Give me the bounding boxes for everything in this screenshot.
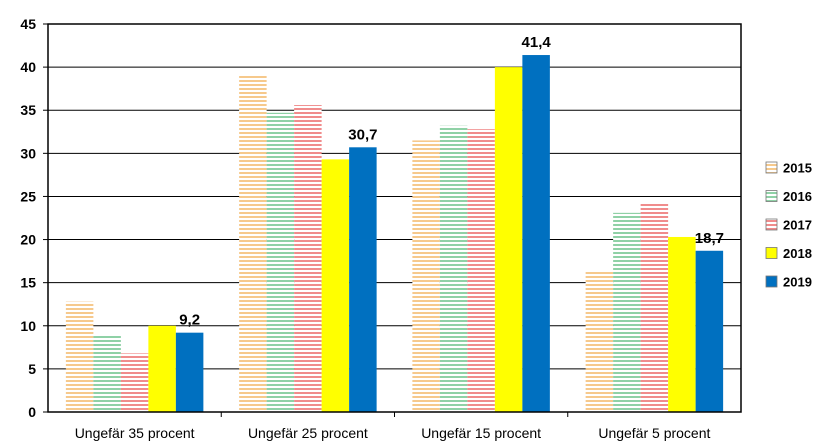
plot-area-border [47,23,742,413]
x-category-label: Ungefär 5 procent [598,425,710,441]
bar-2019-4 [695,250,724,412]
bar-2018-2 [321,159,350,412]
y-tick-label: 25 [20,188,36,204]
y-tick-label: 45 [20,16,36,32]
data-labels: 9,2 30,7 41,4 18,7 [179,34,724,329]
legend-label-2016: 2016 [783,189,812,204]
x-category-label: Ungefär 35 procent [75,425,195,441]
legend-swatch-2017 [765,218,778,231]
y-tick-label: 15 [20,275,36,291]
bar-2017-4 [640,203,669,412]
bar-2015-4 [585,271,614,412]
legend-label-2015: 2015 [783,161,812,176]
legend-swatch-2019 [765,275,778,288]
legend-label-2017: 2017 [783,218,812,233]
bar-2019-3 [522,55,550,412]
y-tick-label: 5 [28,361,36,377]
data-label: 41,4 [522,34,552,51]
bar-2017-3 [467,129,495,413]
bar-2015-2 [239,75,267,412]
legend-swatch-2015 [765,161,778,174]
y-tick-label: 10 [20,318,36,334]
bar-2015-3 [412,140,440,412]
bar-2019-2 [349,147,377,412]
data-label: 9,2 [179,312,200,329]
bar-2016-1 [93,334,121,412]
bar-2019-1 [175,332,204,412]
legend-label-2018: 2018 [783,246,812,261]
y-tick-label: 20 [20,232,36,248]
legend-swatch-2016 [765,190,778,202]
data-label: 18,7 [695,230,724,247]
y-axis-ticks: 0 5 10 15 20 25 30 35 40 45 [20,16,48,420]
bar-2015-1 [65,301,94,412]
bar-2016-4 [613,212,641,412]
y-tick-label: 40 [20,59,36,75]
legend-label-2019: 2019 [783,275,812,290]
bars [65,55,724,413]
legend: 2015 2016 2017 2018 2019 [765,161,812,290]
bar-2016-2 [266,112,295,412]
bar-2016-3 [439,125,468,413]
bar-2018-1 [148,325,176,412]
y-tick-label: 35 [20,102,36,118]
bar-2017-2 [294,105,322,412]
y-tick-label: 0 [28,404,36,420]
legend-swatch-2018 [765,247,778,259]
x-category-label: Ungefär 25 procent [248,425,368,441]
bar-2018-3 [494,67,523,412]
x-axis-labels: Ungefär 35 procent Ungefär 25 procent Unge… [75,412,711,441]
y-tick-label: 30 [20,145,36,161]
x-category-label: Ungefär 15 procent [421,425,541,441]
bar-2018-4 [668,236,696,412]
data-label: 30,7 [348,126,377,143]
bar-2017-1 [120,353,149,412]
